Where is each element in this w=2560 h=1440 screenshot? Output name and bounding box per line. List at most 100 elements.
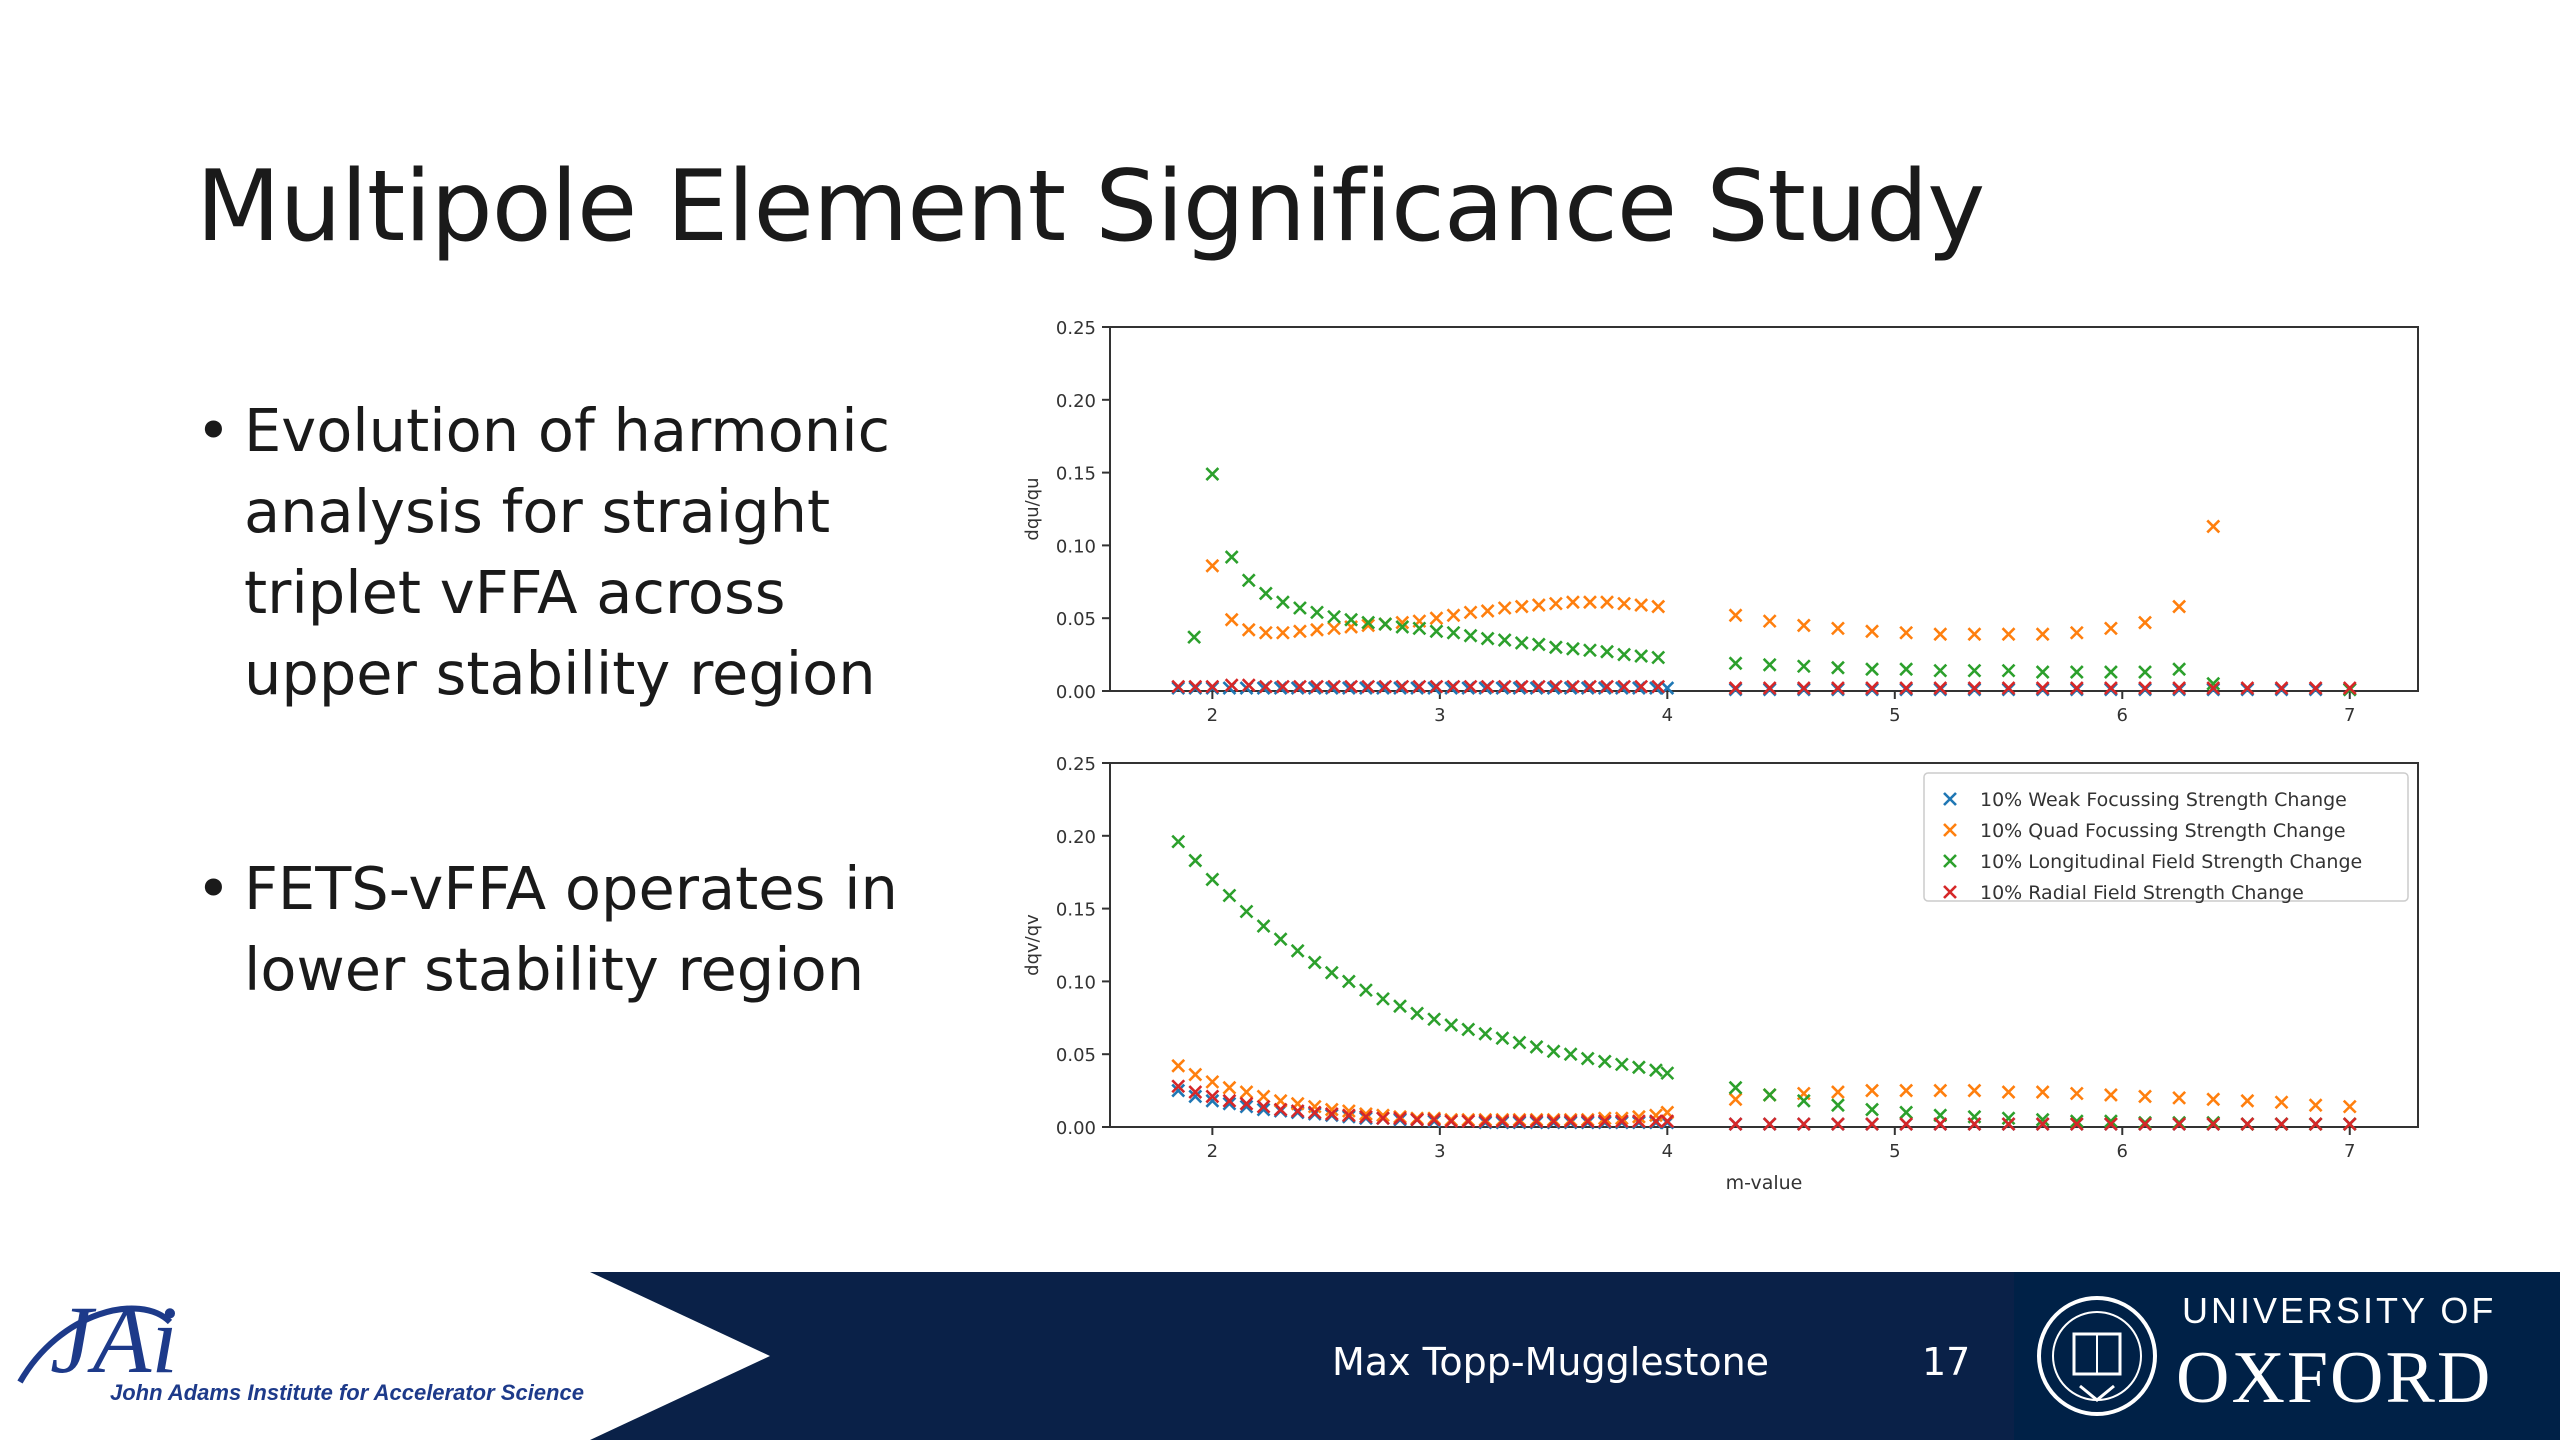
data-point	[1634, 679, 1649, 694]
bullet-line: Evolution of harmonic	[244, 396, 891, 465]
data-point	[1171, 1058, 1186, 1073]
data-point	[1865, 681, 1879, 696]
data-point	[1324, 965, 1339, 980]
data-point	[1728, 1117, 1743, 1132]
data-point	[2001, 681, 2016, 696]
chart-legend: 10% Weak Focussing Strength Change 10% Qu…	[1923, 772, 2409, 904]
data-point	[1480, 631, 1495, 646]
data-point	[1933, 627, 1948, 642]
jai-tagline: John Adams Institute for Accelerator Sci…	[110, 1380, 584, 1405]
data-point	[1222, 1080, 1237, 1095]
oxford-name-label: OXFORD	[2176, 1337, 2493, 1419]
data-point	[2069, 1117, 2084, 1132]
data-point	[1239, 1099, 1254, 1114]
data-point	[2001, 1117, 2016, 1132]
data-point	[1429, 624, 1444, 639]
data-point	[1728, 656, 1743, 671]
data-point	[2308, 681, 2323, 696]
data-point	[1378, 679, 1393, 694]
bullet-line: lower stability region	[244, 935, 865, 1004]
bullet-item: • Evolution of harmonic analysis for str…	[196, 390, 976, 714]
data-point	[2172, 1090, 2187, 1105]
data-point	[1256, 1099, 1271, 1114]
data-point	[1239, 1096, 1254, 1111]
legend-box	[1923, 772, 2409, 902]
data-point	[1649, 1063, 1663, 1078]
data-point	[2206, 676, 2221, 691]
data-point	[2206, 1092, 2221, 1107]
data-point	[1728, 608, 1743, 623]
chart-1: 0.00 0.05 0.10 0.15 0.20 0.25 2 3 4 5 6 7 dqu/qu	[1022, 318, 2419, 726]
data-point	[1361, 615, 1376, 630]
data-point	[1546, 1114, 1561, 1129]
data-point	[1899, 662, 1914, 677]
data-point	[1631, 1060, 1646, 1075]
data-point	[1310, 679, 1324, 694]
data-point	[1205, 1074, 1220, 1089]
bullet-text: FETS-vFFA operates in lower stability re…	[244, 848, 976, 1010]
data-point	[1796, 659, 1811, 674]
data-point	[2342, 681, 2357, 696]
data-point	[1241, 573, 1256, 588]
data-point	[1188, 1085, 1203, 1099]
data-point	[1205, 872, 1220, 887]
data-point	[1531, 598, 1546, 613]
data-point	[1831, 681, 1845, 696]
bullet-line: triplet vFFA across	[244, 558, 786, 627]
data-point	[1412, 679, 1427, 694]
data-point	[1358, 983, 1373, 998]
legend-marker	[1943, 792, 1957, 806]
data-point	[1344, 612, 1359, 627]
data-point	[1967, 663, 1982, 678]
y-tick-label: 0.10	[1056, 536, 1096, 557]
data-point	[2035, 665, 2050, 679]
legend-marker	[1943, 823, 1957, 837]
x-tick-label: 4	[1662, 1141, 1673, 1162]
bullet-dot: •	[196, 396, 231, 465]
x-tick-label: 6	[2117, 1141, 2128, 1162]
data-point	[1205, 1093, 1220, 1108]
x-tick-label: 6	[2117, 705, 2128, 726]
data-point	[1290, 1104, 1305, 1118]
y-axis-label: dqu/qu	[1022, 477, 1043, 540]
data-point	[1224, 612, 1239, 627]
data-point	[2138, 1117, 2152, 1132]
data-point	[1461, 1114, 1476, 1129]
data-point	[1273, 1102, 1288, 1117]
series-10-radial-field-strength-change	[1171, 1079, 2357, 1132]
data-point	[2069, 1114, 2084, 1129]
data-point	[2069, 665, 2084, 679]
data-point	[1796, 681, 1811, 696]
data-point	[2172, 662, 2187, 677]
data-point	[1497, 679, 1512, 694]
data-point	[1463, 628, 1478, 643]
x-tick-label: 5	[1889, 1141, 1900, 1162]
data-point	[1583, 679, 1597, 694]
data-point	[1899, 1105, 1914, 1120]
y-tick-label: 0.25	[1056, 754, 1096, 775]
data-point	[1395, 620, 1410, 634]
data-point	[1341, 1104, 1356, 1118]
data-point	[1427, 1012, 1442, 1027]
data-point	[1933, 681, 1948, 696]
plot-frame	[1109, 326, 2419, 692]
y-tick-label: 0.15	[1056, 900, 1096, 921]
data-point	[2069, 625, 2084, 640]
data-point	[1258, 586, 1273, 601]
data-point	[1514, 636, 1529, 650]
data-point	[2240, 1117, 2255, 1132]
data-point	[1444, 1114, 1459, 1129]
data-point	[1762, 1088, 1777, 1102]
data-point	[1327, 609, 1341, 624]
legend-marker	[1943, 885, 1957, 899]
y-tick-label: 0.25	[1056, 318, 1096, 339]
data-point	[1495, 1114, 1510, 1129]
data-point	[1597, 1111, 1612, 1126]
data-point	[1258, 625, 1273, 640]
data-point	[1933, 1083, 1948, 1098]
data-point	[1410, 1112, 1425, 1127]
data-point	[1865, 624, 1879, 639]
data-point	[1429, 679, 1444, 694]
data-point	[1831, 1085, 1845, 1099]
data-point	[2001, 1085, 2016, 1099]
